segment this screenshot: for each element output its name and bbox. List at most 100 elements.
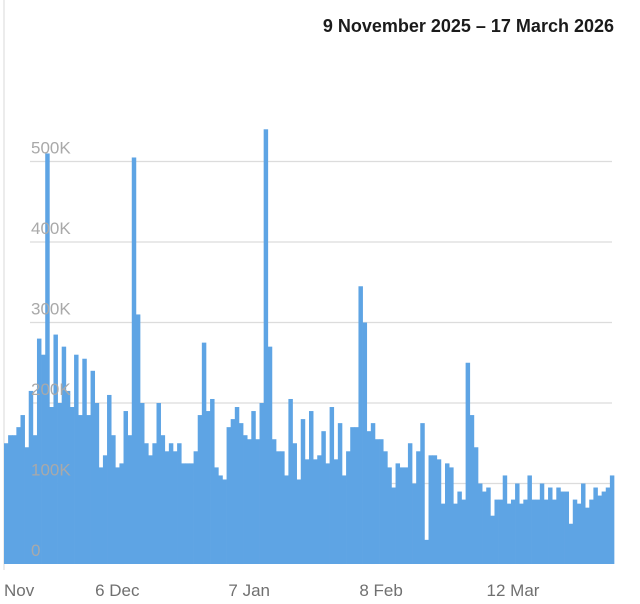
bar [259,403,265,564]
bar [486,487,491,564]
bar [144,443,149,564]
bar [473,447,479,564]
bar [399,467,405,564]
bar [560,491,565,564]
bar [189,463,194,565]
bar [267,346,273,564]
bar [271,439,277,564]
bar [506,503,512,565]
bar [280,451,285,564]
bar [469,415,475,564]
bar [436,459,442,564]
bar [284,475,289,564]
bar [74,354,79,564]
bar [263,129,269,565]
bar [288,398,293,564]
bar [57,403,63,564]
bar [172,451,178,564]
bar [523,499,528,564]
bar [255,439,260,564]
grid-lines [30,160,612,485]
bar [226,427,232,564]
bar [24,447,30,564]
chart-title: 9 November 2025 – 17 March 2026 [322,16,614,36]
bar [354,427,359,564]
bar [515,483,520,564]
bar [230,419,236,564]
bar [49,407,54,564]
bar [197,415,203,564]
bar [160,435,166,564]
bar [346,451,351,564]
bar [576,503,582,565]
bar [205,411,211,564]
bar [412,483,417,564]
bar [445,463,450,565]
bar [131,157,137,565]
bar [304,459,310,564]
bar [519,503,524,565]
bar [309,411,314,564]
bar [333,459,339,564]
bar [32,435,38,564]
x-tick-label: 6 Dec [95,581,140,600]
bar [465,362,471,564]
bar [341,475,347,564]
bar [168,443,174,564]
bar [350,427,355,564]
bar [498,499,504,564]
bar [94,403,100,564]
bar [98,467,104,564]
bar [193,451,199,564]
bar [20,415,25,564]
x-tick-label: 12 Mar [487,581,540,600]
y-axis-ticks: 0 100K 200K 300K 400K 500K [31,139,71,561]
bar [8,435,13,564]
bar [234,407,240,564]
bar [243,435,248,564]
bar [152,443,157,564]
bar [609,475,615,564]
y-tick-label: 300K [31,300,71,319]
bar [107,394,112,564]
bar [358,286,363,564]
bar [181,463,186,565]
bar [4,443,9,564]
bars [4,129,615,565]
bar [86,415,91,564]
bar [366,431,372,564]
bar [214,467,219,564]
bar [564,491,570,564]
bar [453,503,458,565]
bar [317,455,322,564]
bar [440,503,446,565]
bar [605,487,611,564]
bar [61,346,67,564]
bar [69,407,75,564]
bar [494,499,499,564]
bar [329,407,335,564]
bar [82,358,87,564]
bar [16,427,21,564]
bar [510,499,516,564]
bar [420,423,425,565]
bar [362,322,368,564]
bar [313,459,318,564]
bar [403,467,409,564]
bar [201,342,207,565]
bar [12,435,17,564]
bar [28,390,34,564]
bar [210,398,215,564]
bar [156,403,161,564]
bar [218,475,223,564]
bar [374,439,380,564]
bar [543,499,549,564]
bar [222,479,227,564]
bar [432,455,438,564]
bar [238,423,244,565]
bar [568,523,574,564]
bar [482,491,487,564]
bar [251,411,256,564]
bar [127,435,133,564]
bar [111,435,116,564]
